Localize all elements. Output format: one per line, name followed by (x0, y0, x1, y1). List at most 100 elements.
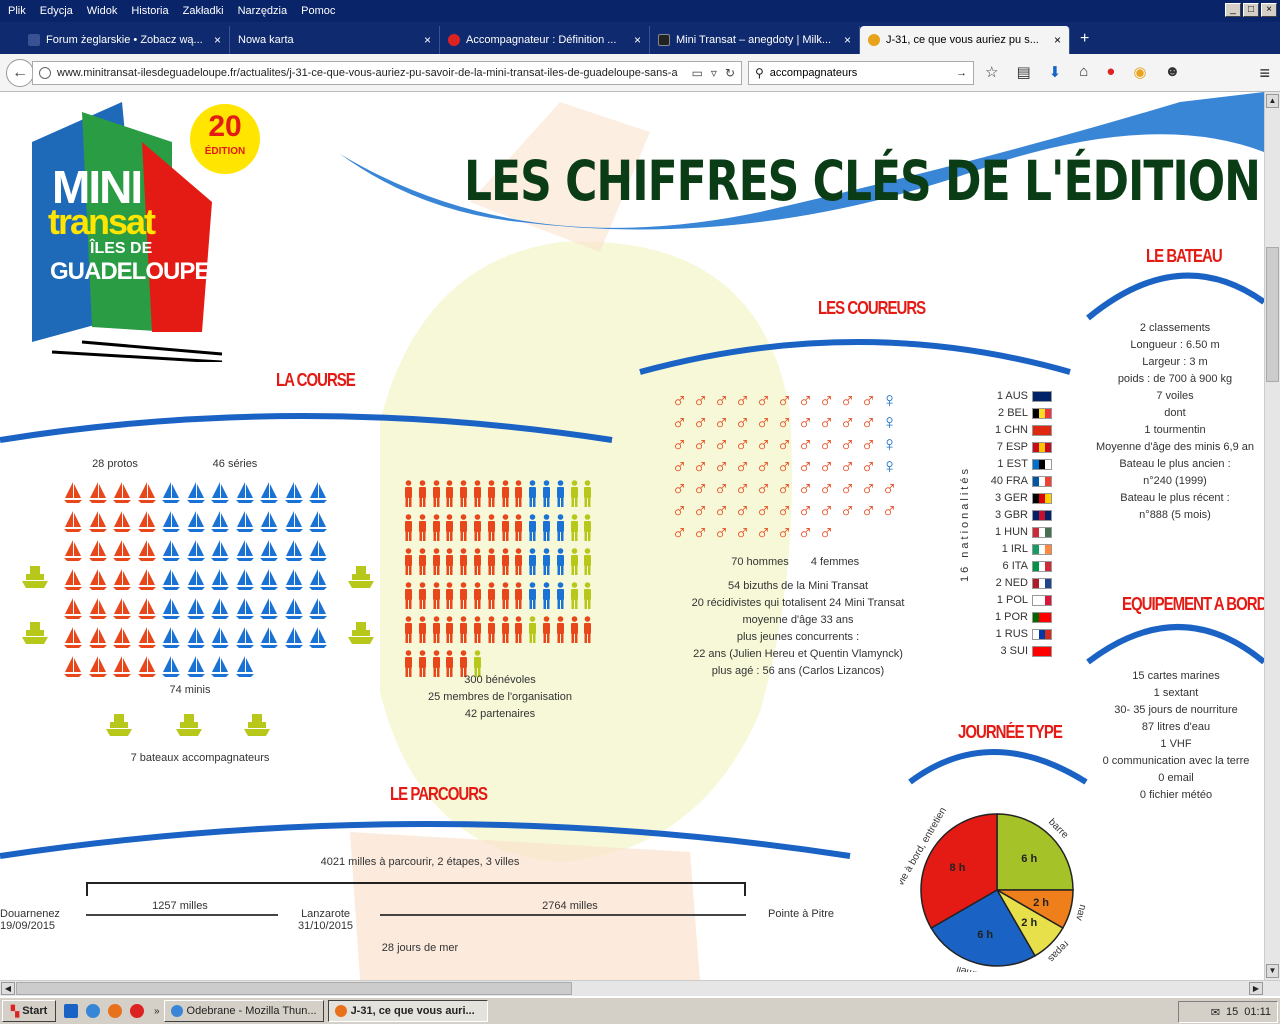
menu-hamburger-icon[interactable]: ≡ (1259, 63, 1270, 83)
organisation-person-icon (528, 514, 542, 545)
male-symbol-icon: ♂ (839, 389, 856, 412)
menu-item-pomoc[interactable]: Pomoc (301, 5, 336, 17)
search-bar[interactable]: ⚲ → (748, 61, 974, 85)
addon-icon[interactable]: ◉ (1133, 64, 1147, 81)
volunteer-person-icon (418, 514, 432, 545)
close-tab-icon[interactable]: × (1053, 33, 1061, 47)
proto-boat-icon (62, 596, 87, 623)
close-tab-icon[interactable]: × (843, 33, 851, 47)
pie-slice-value: 8 h (950, 862, 966, 874)
volunteer-person-icon (459, 616, 473, 647)
scroll-right-arrow-icon[interactable]: ▶ (1249, 982, 1263, 995)
vertical-scroll-thumb[interactable] (1266, 247, 1279, 382)
search-go-icon[interactable]: → (956, 67, 967, 79)
quicklaunch-overflow-icon[interactable]: » (154, 1005, 160, 1017)
volunteer-person-icon (514, 616, 528, 647)
male-symbol-icon: ♂ (839, 477, 856, 500)
volunteer-person-icon (501, 616, 515, 647)
horizontal-scroll-thumb[interactable] (16, 982, 572, 995)
bookmarks-list-icon[interactable]: ▤ (1016, 64, 1031, 81)
male-symbol-icon (880, 522, 899, 544)
country-flag-icon (1032, 645, 1052, 657)
escort-boat-icon (106, 712, 132, 741)
male-symbol-icon: ♂ (692, 411, 709, 434)
male-symbol-icon: ♂ (797, 521, 814, 544)
menu-item-plik[interactable]: Plik (8, 5, 26, 17)
url-bar[interactable]: www.minitransat-ilesdeguadeloupe.fr/actu… (32, 61, 742, 85)
volunteer-person-icon (556, 616, 570, 647)
male-symbol-icon: ♂ (692, 433, 709, 456)
nationality-row: 1 POR (988, 611, 1052, 623)
chat-icon[interactable]: ☻ (1164, 63, 1181, 80)
serie-boat-icon (234, 480, 259, 507)
nationalities-label: 16 nationalités (959, 466, 971, 582)
serie-boat-icon (185, 509, 210, 536)
male-symbol-icon: ♂ (734, 521, 751, 544)
menu-item-zakladki[interactable]: Zakładki (182, 5, 224, 17)
volunteer-person-icon (445, 480, 459, 511)
search-input[interactable] (769, 67, 956, 79)
serie-boat-icon (258, 567, 283, 594)
reader-view-icon[interactable]: ▭ (691, 66, 703, 80)
horizontal-scrollbar[interactable]: ◀ ▶ (0, 980, 1280, 996)
scroll-left-arrow-icon[interactable]: ◀ (1, 982, 15, 995)
scroll-up-arrow-icon[interactable]: ▲ (1266, 94, 1279, 108)
start-date: 19/09/2015 (0, 920, 56, 932)
start-button[interactable]: ▚ Start (2, 1000, 56, 1022)
volunteer-person-icon (570, 616, 584, 647)
firefox-quicklaunch-icon[interactable] (108, 1004, 122, 1018)
serie-boat-icon (185, 480, 210, 507)
nationality-count: 2 NED (995, 577, 1028, 589)
nationality-count: 1 CHN (994, 424, 1028, 436)
racer-fact-line: 54 bizuths de la Mini Transat (727, 580, 869, 592)
menu-item-edycja[interactable]: Edycja (39, 5, 73, 17)
racer-fact-line: plus jeunes concurrents : (736, 631, 860, 643)
logo-iles-text: ÎLES DE (90, 240, 153, 257)
nationality-count: 1 RUS (995, 628, 1028, 640)
taskbar-thunderbird[interactable]: Odebrane - Mozilla Thun... (163, 1000, 324, 1022)
menu-item-widok[interactable]: Widok (86, 5, 118, 17)
tab-j31-active[interactable]: J-31, ce que vous auriez pu s... × (860, 26, 1070, 54)
menu-item-historia[interactable]: Historia (131, 5, 169, 17)
back-button[interactable]: ← (6, 58, 34, 87)
male-symbol-icon: ♂ (692, 521, 709, 544)
new-tab-button[interactable]: + (1080, 30, 1090, 47)
male-symbol-icon: ♂ (671, 477, 688, 500)
bug-quicklaunch-icon[interactable] (130, 1004, 144, 1018)
close-window-button[interactable]: × (1261, 3, 1277, 17)
menu-item-narzedzia[interactable]: Narzędzia (237, 5, 288, 17)
nationality-count: 1 POL (996, 594, 1028, 606)
vertical-scrollbar[interactable]: ▲ ▼ (1264, 92, 1280, 980)
adblock-icon[interactable]: ● (1106, 63, 1116, 80)
tab-forum[interactable]: Forum żeglarskie • Zobacz wą... × (20, 26, 230, 54)
close-tab-icon[interactable]: × (633, 33, 641, 47)
browser-quicklaunch-icon[interactable] (86, 1004, 100, 1018)
network-icon[interactable]: ✉ (1210, 1006, 1221, 1019)
home-icon[interactable]: ⌂ (1079, 63, 1089, 80)
reload-icon[interactable]: ↻ (724, 66, 735, 80)
tab-accompagnateur[interactable]: Accompagnateur : Définition ... × (440, 26, 650, 54)
tab-mini-transat-anegdoty[interactable]: Mini Transat – anegdoty | Milk... × (650, 26, 860, 54)
serie-boat-icon (283, 480, 308, 507)
male-symbol-icon: ♂ (734, 389, 751, 412)
tab-new[interactable]: Nowa karta × (230, 26, 440, 54)
bookmark-star-icon[interactable]: ☆ (985, 64, 999, 81)
download-icon[interactable]: ⬇ (1048, 64, 1062, 81)
scroll-down-arrow-icon[interactable]: ▼ (1266, 964, 1279, 978)
taskbar-firefox-active[interactable]: J-31, ce que vous auri... (327, 1000, 488, 1022)
url-text[interactable]: www.minitransat-ilesdeguadeloupe.fr/actu… (57, 67, 678, 79)
maximize-button[interactable]: □ (1243, 3, 1259, 17)
partner-person-icon (583, 582, 597, 613)
male-symbol-icon: ♂ (713, 521, 730, 544)
explorer-quicklaunch-icon[interactable] (64, 1004, 78, 1018)
close-tab-icon[interactable]: × (213, 33, 221, 47)
volunteer-person-icon (404, 650, 418, 681)
windows-logo-icon: ▚ (10, 1005, 20, 1018)
male-symbol-icon: ♂ (671, 433, 688, 456)
mid-city: Lanzarote 31/10/2015 (298, 908, 353, 932)
dropdown-arrow-icon[interactable]: ▿ (710, 66, 717, 80)
equipment-facts: 15 cartes marines 1 sextant 30- 35 jours d… (1086, 668, 1264, 804)
close-tab-icon[interactable]: × (423, 33, 431, 47)
minimize-button[interactable]: _ (1225, 3, 1241, 17)
volunteer-person-icon (473, 514, 487, 545)
